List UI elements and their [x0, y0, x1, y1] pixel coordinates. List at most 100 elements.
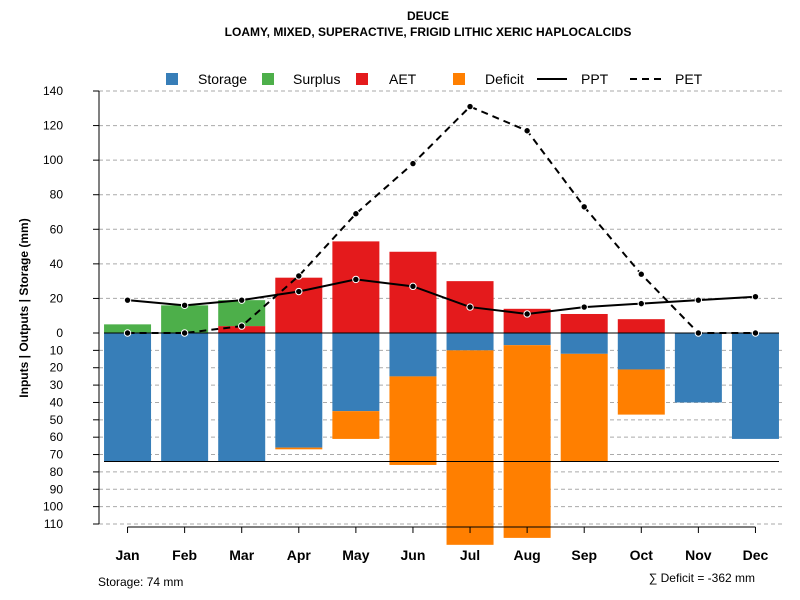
legend-swatch-storage: [166, 73, 178, 85]
x-tick-label: Sep: [571, 547, 597, 563]
ppt-point: [523, 310, 531, 318]
pet-point: [751, 329, 760, 337]
surplus-bar: [104, 324, 152, 333]
y-tick-label: 10: [50, 343, 64, 357]
x-tick-label: Aug: [514, 547, 541, 563]
y-tick-label: 90: [50, 482, 64, 496]
pet-point: [523, 127, 531, 135]
x-tick-label: Nov: [685, 547, 712, 563]
pet-line: [127, 105, 756, 334]
deficit-bar: [275, 447, 323, 450]
storage-bar: [446, 333, 494, 351]
legend-label-ppt: PPT: [581, 71, 609, 87]
legend: Storage Surplus AET Deficit PPT PET: [166, 71, 703, 87]
ppt-point: [694, 296, 703, 304]
storage-bar: [161, 333, 209, 462]
pet-point: [123, 329, 132, 337]
y-tick-label: 0: [56, 326, 63, 340]
x-tick-label: Apr: [287, 547, 312, 563]
aet-bar: [617, 319, 665, 333]
legend-label-surplus: Surplus: [293, 71, 340, 87]
gridlines: [99, 90, 784, 525]
y-tick-label: 20: [50, 361, 64, 375]
legend-label-pet: PET: [675, 71, 703, 87]
legend-label-deficit: Deficit: [485, 71, 524, 87]
y-tick-label: 20: [50, 291, 64, 305]
storage-bar: [389, 333, 437, 377]
y-tick-label: 100: [43, 500, 63, 514]
deficit-bar: [503, 345, 551, 538]
y-tick-label: 120: [43, 119, 63, 133]
storage-bar: [617, 333, 665, 370]
y-tick-label: 110: [44, 517, 63, 531]
pet-point: [409, 159, 417, 168]
y-axis-label: Inputs | Outputs | Storage (mm): [17, 218, 31, 397]
x-tick-label: Jan: [115, 547, 139, 563]
pet-point: [180, 329, 189, 337]
pet-point: [466, 102, 474, 111]
pet-point: [238, 322, 246, 330]
y-tick-label: 50: [50, 413, 64, 427]
x-tick-label: Jul: [460, 547, 480, 563]
storage-bar: [560, 333, 608, 354]
y-tick-label: 80: [50, 188, 64, 202]
deficit-bar: [617, 369, 665, 415]
pet-point: [352, 210, 360, 218]
ppt-point: [123, 296, 132, 304]
pet-point: [694, 329, 703, 337]
y-tick-label: 80: [50, 465, 64, 479]
y-tick-label: 30: [50, 378, 64, 392]
storage-footnote: Storage: 74 mm: [98, 575, 183, 589]
x-tick-label: Oct: [630, 547, 654, 563]
x-tick-label: Feb: [172, 547, 197, 563]
y-tick-label: 100: [43, 153, 63, 167]
pet-point: [637, 270, 645, 278]
y-tick-label: 60: [50, 430, 64, 444]
y-tick-label: 60: [50, 222, 64, 236]
storage-bar: [674, 333, 722, 403]
storage-bar: [275, 333, 323, 448]
ppt-point: [180, 301, 189, 310]
deficit-footnote: ∑ Deficit = -362 mm: [649, 571, 755, 585]
legend-label-storage: Storage: [198, 71, 247, 87]
ppt-point: [409, 282, 417, 291]
bars: [104, 241, 779, 545]
y-tick-label: 40: [50, 395, 64, 409]
legend-label-aet: AET: [389, 71, 417, 87]
deficit-bar: [446, 350, 494, 545]
legend-swatch-deficit: [453, 73, 465, 85]
deficit-bar: [560, 353, 608, 462]
aet-bar: [560, 313, 608, 333]
legend-swatch-surplus: [262, 73, 274, 85]
surplus-bar: [161, 305, 209, 333]
storage-bar: [218, 333, 266, 462]
deficit-bar: [332, 411, 380, 439]
ppt-point: [295, 287, 303, 296]
x-tick-label: May: [342, 547, 369, 563]
ppt-point: [352, 275, 360, 284]
pet-point: [295, 272, 303, 280]
storage-bar: [731, 333, 779, 439]
ppt-point: [637, 299, 645, 308]
x-tick-label: Mar: [229, 547, 254, 563]
x-tick-label: Dec: [743, 547, 769, 563]
ppt-point: [466, 303, 474, 311]
aet-bar: [332, 241, 380, 333]
y-tick-label: 40: [50, 257, 64, 271]
surplus-bar: [218, 300, 266, 327]
chart-title: DEUCE: [407, 9, 449, 23]
chart-subtitle: LOAMY, MIXED, SUPERACTIVE, FRIGID LITHIC…: [225, 25, 632, 39]
x-tick-label: Jun: [401, 547, 426, 563]
aet-bar: [275, 277, 323, 333]
pet-point: [580, 203, 588, 211]
deficit-bar: [389, 376, 437, 465]
ppt-point: [751, 293, 760, 301]
storage-bar: [503, 333, 551, 346]
y-tick-label: 70: [50, 448, 64, 462]
storage-bar: [104, 333, 152, 462]
storage-bar: [332, 333, 380, 412]
ppt-point: [580, 303, 588, 311]
axes: 0 20 40 60 80 100 120 140 10 20 30 40 50 60 70 80 90 100 1…: [43, 84, 769, 563]
legend-swatch-aet: [356, 73, 368, 85]
